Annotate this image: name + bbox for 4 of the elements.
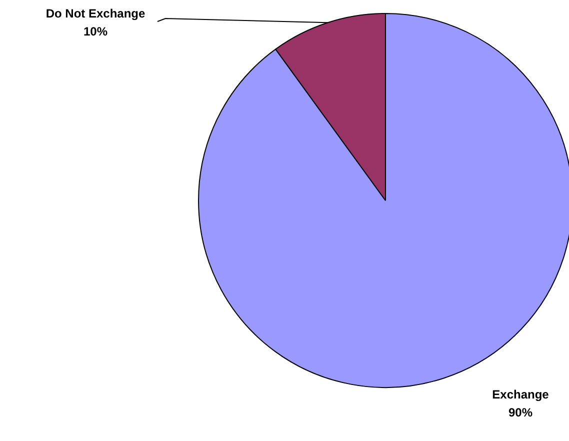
slice-label: Do Not Exchange [46,6,146,20]
slice-label: Exchange [492,387,550,402]
data-label: 10% [83,24,108,39]
data-label: 90% [508,406,533,420]
